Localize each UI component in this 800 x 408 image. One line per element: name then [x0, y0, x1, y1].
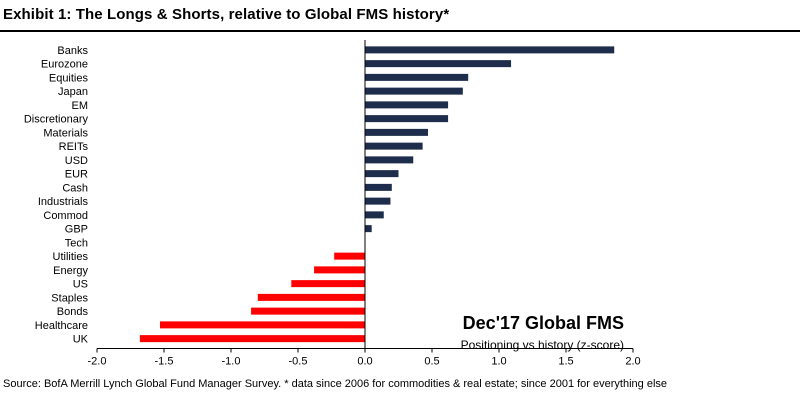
- category-label: UK: [73, 334, 89, 346]
- category-label: Industrials: [38, 196, 89, 208]
- bar: [251, 307, 365, 315]
- category-label: Commod: [43, 210, 88, 222]
- category-label: EUR: [65, 169, 88, 181]
- category-label: Utilities: [53, 251, 89, 263]
- category-label: Healthcare: [35, 320, 88, 332]
- category-label: US: [73, 279, 88, 291]
- category-label: Staples: [51, 292, 88, 304]
- bar: [314, 266, 365, 274]
- category-label: Materials: [43, 127, 88, 139]
- bar: [365, 87, 463, 95]
- bar: [365, 197, 391, 205]
- annotation-subtitle: Positioning vs history (z-score): [460, 338, 624, 352]
- bar: [291, 280, 365, 288]
- chart-annotation: Dec'17 Global FMS Positioning vs history…: [461, 312, 624, 354]
- source-note: Source: BofA Merrill Lynch Global Fund M…: [3, 378, 668, 390]
- bar: [365, 170, 399, 178]
- x-tick-label: 1.0: [491, 356, 506, 368]
- bar: [365, 225, 372, 233]
- x-tick-label: -2.0: [88, 356, 107, 368]
- category-label: Equities: [49, 72, 89, 84]
- x-tick-label: 0.0: [357, 356, 372, 368]
- x-tick-label: -1.5: [155, 356, 174, 368]
- bar: [159, 321, 365, 329]
- bar: [365, 128, 428, 136]
- category-label: Banks: [57, 45, 88, 57]
- category-label: USD: [65, 155, 88, 167]
- category-label: EM: [72, 100, 89, 112]
- bar: [365, 101, 449, 109]
- category-label: Discretionary: [24, 114, 89, 126]
- category-label: Energy: [53, 265, 88, 277]
- category-label: Japan: [58, 86, 88, 98]
- category-label: Bonds: [57, 306, 89, 318]
- chart-area: Banks Eurozone Equities Japan EM Discretionar…: [0, 36, 800, 370]
- x-tick-label: -1.0: [222, 356, 241, 368]
- bar: [365, 156, 414, 164]
- bar: [257, 293, 365, 301]
- bar: [365, 142, 423, 150]
- bar: [365, 73, 469, 81]
- bar: [139, 335, 365, 343]
- bar: [365, 60, 512, 68]
- category-label: Tech: [65, 237, 88, 249]
- x-tick-label: 2.0: [625, 356, 640, 368]
- bar: [365, 46, 615, 54]
- category-label: Cash: [62, 182, 88, 194]
- category-label: Eurozone: [41, 59, 88, 71]
- chart-header: Exhibit 1: The Longs & Shorts, relative …: [0, 0, 800, 36]
- title-underline: [0, 30, 800, 32]
- bar: [365, 211, 384, 219]
- category-label: GBP: [65, 224, 88, 236]
- x-tick-label: -0.5: [289, 356, 308, 368]
- chart-title: Exhibit 1: The Longs & Shorts, relative …: [3, 6, 450, 23]
- bar: [334, 252, 365, 260]
- category-label: REITs: [59, 141, 89, 153]
- x-tick-label: 0.5: [424, 356, 439, 368]
- annotation-title: Dec'17 Global FMS: [462, 313, 624, 333]
- bar: [365, 183, 392, 191]
- x-tick-label: 1.5: [558, 356, 573, 368]
- bar: [365, 115, 449, 123]
